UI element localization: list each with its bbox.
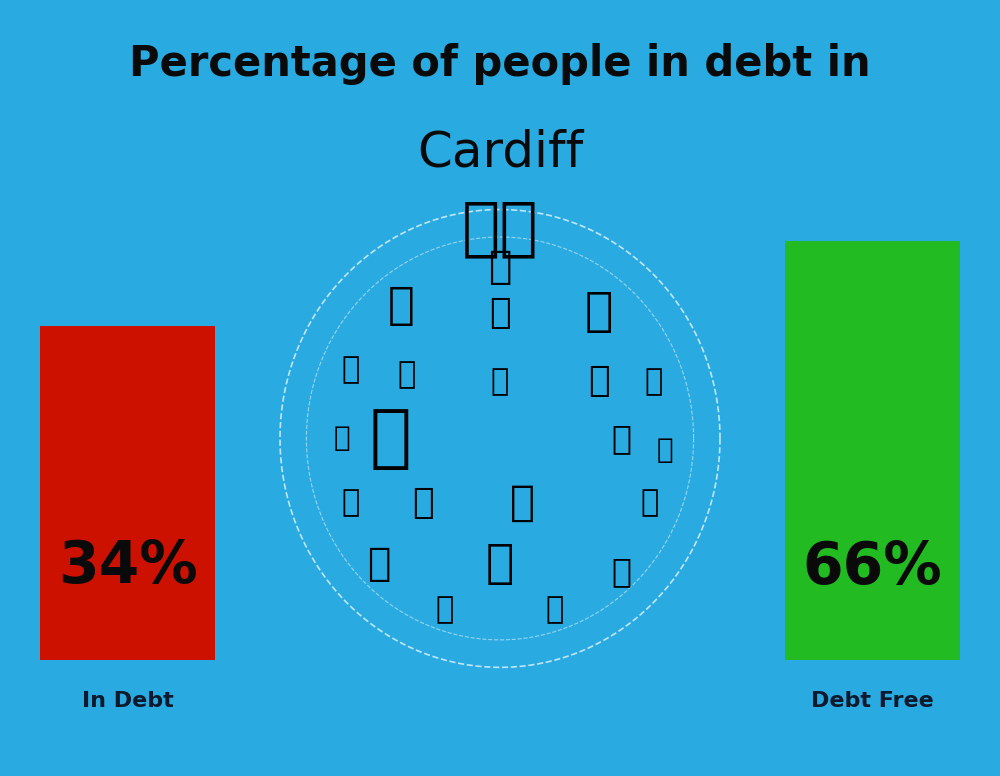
Text: Debt Free: Debt Free — [811, 691, 934, 711]
Text: 🧮: 🧮 — [489, 296, 511, 330]
Text: 📱: 📱 — [611, 422, 631, 455]
Text: 🔒: 🔒 — [657, 436, 673, 464]
Text: 🚗: 🚗 — [486, 542, 514, 587]
Text: 💳: 💳 — [611, 555, 631, 587]
Bar — [785, 241, 960, 660]
Text: 🌐: 🌐 — [645, 367, 663, 396]
Text: 📧: 📧 — [341, 355, 360, 384]
Text: 66%: 66% — [803, 539, 942, 596]
Text: 34%: 34% — [58, 538, 197, 594]
Text: 🏦: 🏦 — [369, 405, 411, 472]
Text: 🦅: 🦅 — [388, 284, 414, 327]
Text: 🎓: 🎓 — [510, 482, 534, 524]
Text: 🔐: 🔐 — [640, 488, 659, 517]
Text: In Debt: In Debt — [82, 691, 173, 711]
Text: 💰: 💰 — [588, 364, 610, 398]
Text: 📄: 📄 — [341, 488, 360, 517]
Text: Percentage of people in debt in: Percentage of people in debt in — [129, 43, 871, 85]
Text: 🔑: 🔑 — [491, 367, 509, 396]
Text: 🏛️: 🏛️ — [398, 360, 417, 389]
Text: 💵: 💵 — [412, 486, 434, 520]
Text: 💵: 💵 — [436, 596, 454, 625]
Text: 🧳: 🧳 — [367, 546, 391, 584]
Text: 🇬🇧: 🇬🇧 — [462, 198, 538, 260]
Text: 💵: 💵 — [546, 596, 564, 625]
Text: 🏠: 🏠 — [585, 290, 613, 335]
Text: 💵: 💵 — [488, 248, 512, 286]
Text: 💎: 💎 — [333, 424, 350, 452]
Bar — [40, 326, 215, 660]
Text: Cardiff: Cardiff — [417, 128, 583, 176]
